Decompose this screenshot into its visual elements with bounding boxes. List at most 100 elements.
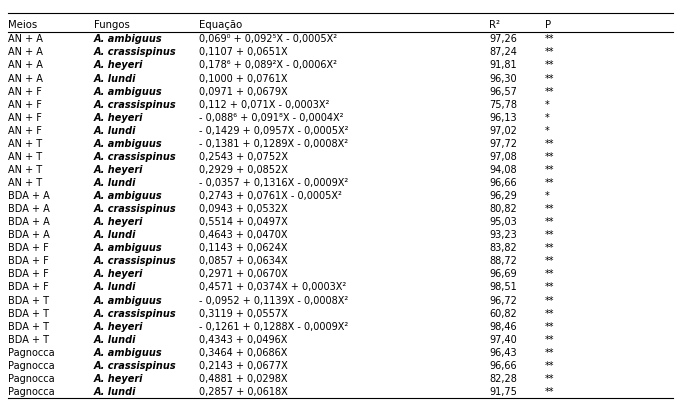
Text: **: ** <box>545 347 554 357</box>
Text: **: ** <box>545 86 554 97</box>
Text: 75,78: 75,78 <box>489 99 517 109</box>
Text: 93,23: 93,23 <box>489 230 517 240</box>
Text: 82,28: 82,28 <box>489 373 517 383</box>
Text: AN + A: AN + A <box>8 47 43 57</box>
Text: AN + T: AN + T <box>8 164 42 175</box>
Text: **: ** <box>545 47 554 57</box>
Text: 88,72: 88,72 <box>489 256 517 266</box>
Text: AN + F: AN + F <box>8 99 42 109</box>
Text: 91,75: 91,75 <box>489 386 517 396</box>
Text: AN + A: AN + A <box>8 34 43 44</box>
Text: *: * <box>545 126 550 135</box>
Text: 0,4643 + 0,0470X: 0,4643 + 0,0470X <box>199 230 287 240</box>
Text: **: ** <box>545 151 554 162</box>
Text: 95,03: 95,03 <box>489 217 517 227</box>
Text: 96,43: 96,43 <box>489 347 517 357</box>
Text: - 0,088⁶ + 0,091⁸X - 0,0004X²: - 0,088⁶ + 0,091⁸X - 0,0004X² <box>199 112 343 122</box>
Text: **: ** <box>545 256 554 266</box>
Text: 80,82: 80,82 <box>489 204 517 213</box>
Text: A. lundi: A. lundi <box>94 230 136 240</box>
Text: A. ambiguus: A. ambiguus <box>94 243 163 253</box>
Text: 0,3119 + 0,0557X: 0,3119 + 0,0557X <box>199 308 287 318</box>
Text: 0,1000 + 0,0761X: 0,1000 + 0,0761X <box>199 73 287 83</box>
Text: A. crassispinus: A. crassispinus <box>94 308 176 318</box>
Text: 97,02: 97,02 <box>489 126 517 135</box>
Text: 96,29: 96,29 <box>489 191 517 200</box>
Text: 98,51: 98,51 <box>489 282 517 292</box>
Text: - 0,1381 + 0,1289X - 0,0008X²: - 0,1381 + 0,1289X - 0,0008X² <box>199 139 348 148</box>
Text: 0,4881 + 0,0298X: 0,4881 + 0,0298X <box>199 373 287 383</box>
Text: 0,0971 + 0,0679X: 0,0971 + 0,0679X <box>199 86 287 97</box>
Text: A. crassispinus: A. crassispinus <box>94 204 176 213</box>
Text: A. crassispinus: A. crassispinus <box>94 151 176 162</box>
Text: **: ** <box>545 230 554 240</box>
Text: **: ** <box>545 282 554 292</box>
Text: **: ** <box>545 204 554 213</box>
Text: AN + T: AN + T <box>8 139 42 148</box>
Text: AN + F: AN + F <box>8 126 42 135</box>
Text: **: ** <box>545 73 554 83</box>
Text: 0,2743 + 0,0761X - 0,0005X²: 0,2743 + 0,0761X - 0,0005X² <box>199 191 342 200</box>
Text: Pagnocca: Pagnocca <box>8 347 54 357</box>
Text: A. heyeri: A. heyeri <box>94 269 144 279</box>
Text: 0,112 + 0,071X - 0,0003X²: 0,112 + 0,071X - 0,0003X² <box>199 99 329 109</box>
Text: 96,66: 96,66 <box>489 360 517 370</box>
Text: 97,72: 97,72 <box>489 139 517 148</box>
Text: BDA + T: BDA + T <box>8 334 49 344</box>
Text: AN + F: AN + F <box>8 112 42 122</box>
Text: 0,4343 + 0,0496X: 0,4343 + 0,0496X <box>199 334 287 344</box>
Text: A. heyeri: A. heyeri <box>94 321 144 331</box>
Text: **: ** <box>545 60 554 70</box>
Text: Pagnocca: Pagnocca <box>8 360 54 370</box>
Text: 96,72: 96,72 <box>489 295 517 305</box>
Text: **: ** <box>545 360 554 370</box>
Text: **: ** <box>545 178 554 188</box>
Text: Meios: Meios <box>8 20 37 29</box>
Text: **: ** <box>545 164 554 175</box>
Text: A. crassispinus: A. crassispinus <box>94 360 176 370</box>
Text: BDA + F: BDA + F <box>8 243 49 253</box>
Text: A. heyeri: A. heyeri <box>94 112 144 122</box>
Text: A. lundi: A. lundi <box>94 73 136 83</box>
Text: BDA + F: BDA + F <box>8 256 49 266</box>
Text: A. heyeri: A. heyeri <box>94 164 144 175</box>
Text: **: ** <box>545 217 554 227</box>
Text: **: ** <box>545 34 554 44</box>
Text: 0,2143 + 0,0677X: 0,2143 + 0,0677X <box>199 360 287 370</box>
Text: A. crassispinus: A. crassispinus <box>94 256 176 266</box>
Text: A. ambiguus: A. ambiguus <box>94 347 163 357</box>
Text: **: ** <box>545 295 554 305</box>
Text: 0,1143 + 0,0624X: 0,1143 + 0,0624X <box>199 243 287 253</box>
Text: 0,3464 + 0,0686X: 0,3464 + 0,0686X <box>199 347 287 357</box>
Text: 97,26: 97,26 <box>489 34 517 44</box>
Text: AN + T: AN + T <box>8 178 42 188</box>
Text: BDA + T: BDA + T <box>8 295 49 305</box>
Text: 0,2857 + 0,0618X: 0,2857 + 0,0618X <box>199 386 287 396</box>
Text: 96,30: 96,30 <box>489 73 517 83</box>
Text: *: * <box>545 112 550 122</box>
Text: Pagnocca: Pagnocca <box>8 373 54 383</box>
Text: 87,24: 87,24 <box>489 47 517 57</box>
Text: R²: R² <box>489 20 500 29</box>
Text: A. crassispinus: A. crassispinus <box>94 99 176 109</box>
Text: 0,2929 + 0,0852X: 0,2929 + 0,0852X <box>199 164 288 175</box>
Text: Fungos: Fungos <box>94 20 130 29</box>
Text: A. lundi: A. lundi <box>94 386 136 396</box>
Text: A. ambiguus: A. ambiguus <box>94 86 163 97</box>
Text: **: ** <box>545 334 554 344</box>
Text: 96,66: 96,66 <box>489 178 517 188</box>
Text: 0,4571 + 0,0374X + 0,0003X²: 0,4571 + 0,0374X + 0,0003X² <box>199 282 346 292</box>
Text: - 0,1429 + 0,0957X - 0,0005X²: - 0,1429 + 0,0957X - 0,0005X² <box>199 126 349 135</box>
Text: 97,40: 97,40 <box>489 334 517 344</box>
Text: A. heyeri: A. heyeri <box>94 373 144 383</box>
Text: **: ** <box>545 308 554 318</box>
Text: - 0,1261 + 0,1288X - 0,0009X²: - 0,1261 + 0,1288X - 0,0009X² <box>199 321 348 331</box>
Text: A. heyeri: A. heyeri <box>94 60 144 70</box>
Text: BDA + T: BDA + T <box>8 321 49 331</box>
Text: AN + F: AN + F <box>8 86 42 97</box>
Text: 91,81: 91,81 <box>489 60 517 70</box>
Text: A. ambiguus: A. ambiguus <box>94 34 163 44</box>
Text: 96,69: 96,69 <box>489 269 517 279</box>
Text: - 0,0952 + 0,1139X - 0,0008X²: - 0,0952 + 0,1139X - 0,0008X² <box>199 295 348 305</box>
Text: AN + A: AN + A <box>8 60 43 70</box>
